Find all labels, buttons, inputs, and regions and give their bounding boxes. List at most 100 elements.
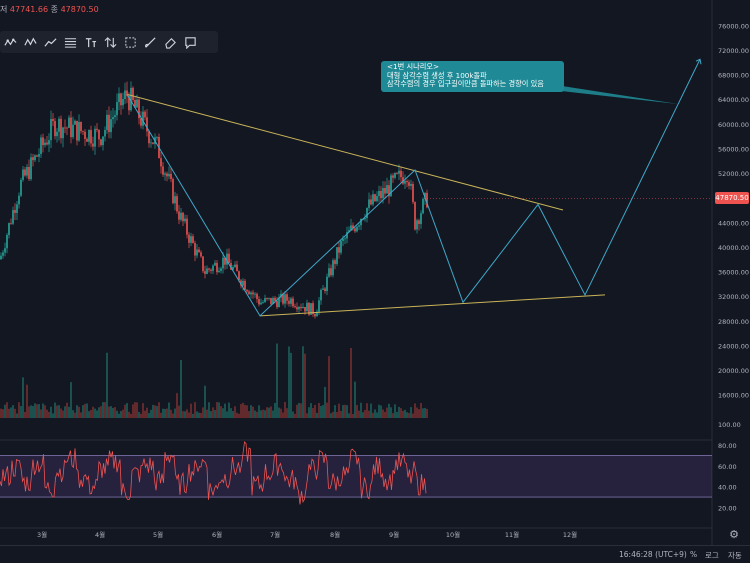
volume-bar — [114, 407, 116, 418]
candle-body — [188, 234, 190, 243]
upper-trendline — [126, 93, 564, 211]
volume-bar — [326, 402, 328, 418]
range-icon[interactable] — [120, 32, 140, 52]
candle-body — [402, 177, 404, 184]
volume-bar — [264, 410, 266, 418]
volume-bar — [376, 412, 378, 418]
candle-body — [294, 306, 296, 308]
volume-bar — [378, 404, 380, 418]
scenario-callout[interactable]: <1번 시나리오> 대형 삼각수렴 생성 후 100k돌파 삼각수렴의 경우 입… — [381, 61, 564, 92]
volume-bar — [274, 402, 276, 418]
percent-toggle[interactable]: % — [690, 550, 698, 559]
volume-bar — [348, 413, 350, 418]
candle-body — [210, 269, 212, 271]
low-value: 47741.66 — [9, 5, 49, 14]
volume-bar — [258, 405, 260, 418]
volume-bar — [154, 405, 156, 418]
volume-bar — [188, 412, 190, 418]
volume-bar — [404, 409, 406, 418]
eraser-icon[interactable] — [160, 32, 180, 52]
path-icon[interactable] — [40, 32, 60, 52]
volume-bar — [394, 404, 396, 418]
volume-bar — [98, 407, 100, 418]
volume-bar — [150, 409, 152, 418]
candle-body — [130, 87, 132, 111]
volume-bar — [14, 408, 16, 418]
candle-body — [64, 127, 66, 129]
volume-bar — [362, 412, 364, 418]
volume-bar — [250, 405, 252, 418]
note-icon[interactable] — [180, 32, 200, 52]
price-tick-label: 56000.00 — [718, 145, 749, 153]
volume-bar — [294, 413, 296, 418]
candle-body — [62, 127, 64, 139]
candle-body — [18, 195, 20, 205]
candle-body — [350, 225, 352, 231]
volume-bar — [224, 403, 226, 418]
text-icon[interactable] — [80, 32, 100, 52]
volume-bar — [100, 406, 102, 418]
volume-bar — [356, 404, 358, 418]
price-tick-label: 24000.00 — [718, 342, 749, 350]
volume-bar — [322, 405, 324, 418]
volume-bar — [412, 413, 414, 418]
candle-body — [206, 268, 208, 274]
volume-bar — [50, 406, 52, 418]
volume-bar — [302, 346, 304, 418]
candle-body — [96, 128, 98, 130]
volume-bar — [104, 402, 106, 418]
candle-body — [116, 102, 118, 116]
candle-body — [308, 302, 310, 315]
time-tick-label: 6월 — [212, 530, 222, 539]
candle-body — [286, 294, 288, 301]
candle-body — [164, 173, 166, 175]
candle-body — [112, 117, 114, 120]
volume-bar — [306, 413, 308, 418]
volume-bar — [148, 413, 150, 418]
volume-bar — [336, 412, 338, 418]
candle-body — [312, 303, 314, 315]
candle-body — [28, 166, 30, 180]
candle-body — [22, 169, 24, 180]
volume-bar — [168, 402, 170, 418]
volume-bar — [308, 407, 310, 418]
candle-body — [124, 90, 126, 99]
candle-body — [26, 166, 28, 176]
candle-body — [42, 137, 44, 146]
candles — [0, 81, 428, 319]
volume-bar — [210, 411, 212, 418]
low-label: 저 — [0, 5, 8, 14]
brush-icon[interactable] — [140, 32, 160, 52]
volume-bar — [140, 413, 142, 418]
candle-body — [234, 264, 236, 268]
candle-body — [2, 252, 4, 256]
volume-bar — [184, 411, 186, 418]
candle-body — [266, 298, 268, 299]
candle-body — [264, 298, 266, 303]
measure-icon[interactable] — [100, 32, 120, 52]
multipoint-icon[interactable] — [0, 32, 20, 52]
volume-bar — [318, 402, 320, 418]
settings-gear-icon[interactable]: ⚙ — [729, 528, 739, 541]
fib-channel-icon[interactable] — [60, 32, 80, 52]
volume-bar — [366, 403, 368, 418]
pattern-icon[interactable] — [20, 32, 40, 52]
candle-body — [60, 118, 62, 139]
time-tick-label: 5월 — [153, 530, 163, 539]
candle-body — [54, 121, 56, 137]
volume-bar — [406, 412, 408, 418]
volume-bar — [118, 413, 120, 418]
volume-bar — [238, 413, 240, 418]
volume-bar — [68, 406, 70, 418]
candle-body — [380, 190, 382, 199]
candle-body — [178, 211, 180, 220]
candle-body — [110, 119, 112, 133]
auto-toggle[interactable]: 자동 — [728, 551, 742, 560]
candle-body — [204, 271, 206, 274]
volume-bar — [120, 410, 122, 418]
candle-body — [184, 218, 186, 222]
volume-bar — [270, 406, 272, 418]
log-toggle[interactable]: 로그 — [705, 551, 719, 560]
candle-body — [394, 172, 396, 178]
